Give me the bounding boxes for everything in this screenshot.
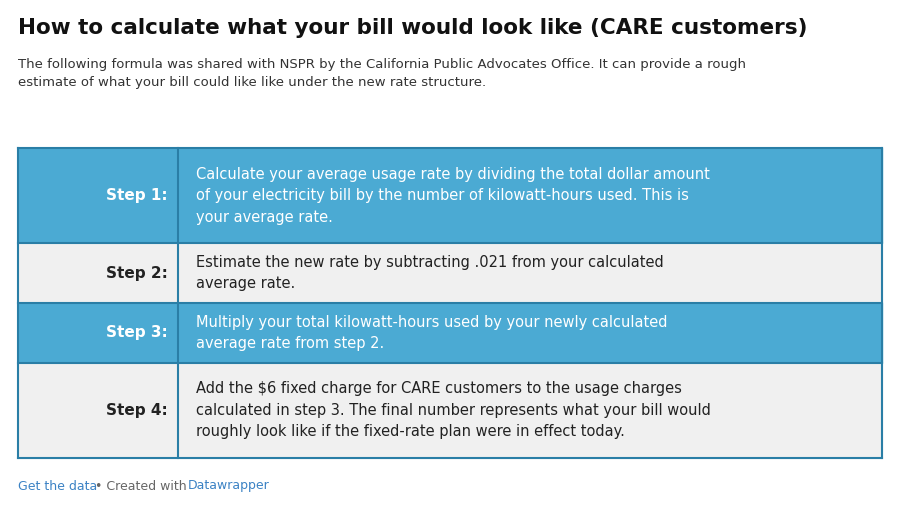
- Text: • Created with: • Created with: [91, 479, 191, 492]
- Text: How to calculate what your bill would look like (CARE customers): How to calculate what your bill would lo…: [18, 18, 807, 38]
- Text: Step 3:: Step 3:: [106, 326, 167, 340]
- Text: Step 1:: Step 1:: [106, 188, 167, 203]
- Text: Step 4:: Step 4:: [106, 403, 167, 418]
- Bar: [18, 362, 882, 458]
- Text: Datawrapper: Datawrapper: [188, 479, 270, 492]
- Bar: [18, 148, 882, 243]
- Text: Get the data: Get the data: [18, 479, 97, 492]
- Text: The following formula was shared with NSPR by the California Public Advocates Of: The following formula was shared with NS…: [18, 58, 746, 89]
- Bar: [18, 243, 882, 303]
- Text: Add the $6 fixed charge for CARE customers to the usage charges
calculated in st: Add the $6 fixed charge for CARE custome…: [196, 381, 711, 439]
- Text: Estimate the new rate by subtracting .021 from your calculated
average rate.: Estimate the new rate by subtracting .02…: [196, 255, 663, 292]
- Bar: [18, 303, 882, 362]
- Text: Calculate your average usage rate by dividing the total dollar amount
of your el: Calculate your average usage rate by div…: [196, 166, 710, 225]
- Text: Multiply your total kilowatt-hours used by your newly calculated
average rate fr: Multiply your total kilowatt-hours used …: [196, 315, 667, 351]
- Text: Step 2:: Step 2:: [106, 266, 167, 281]
